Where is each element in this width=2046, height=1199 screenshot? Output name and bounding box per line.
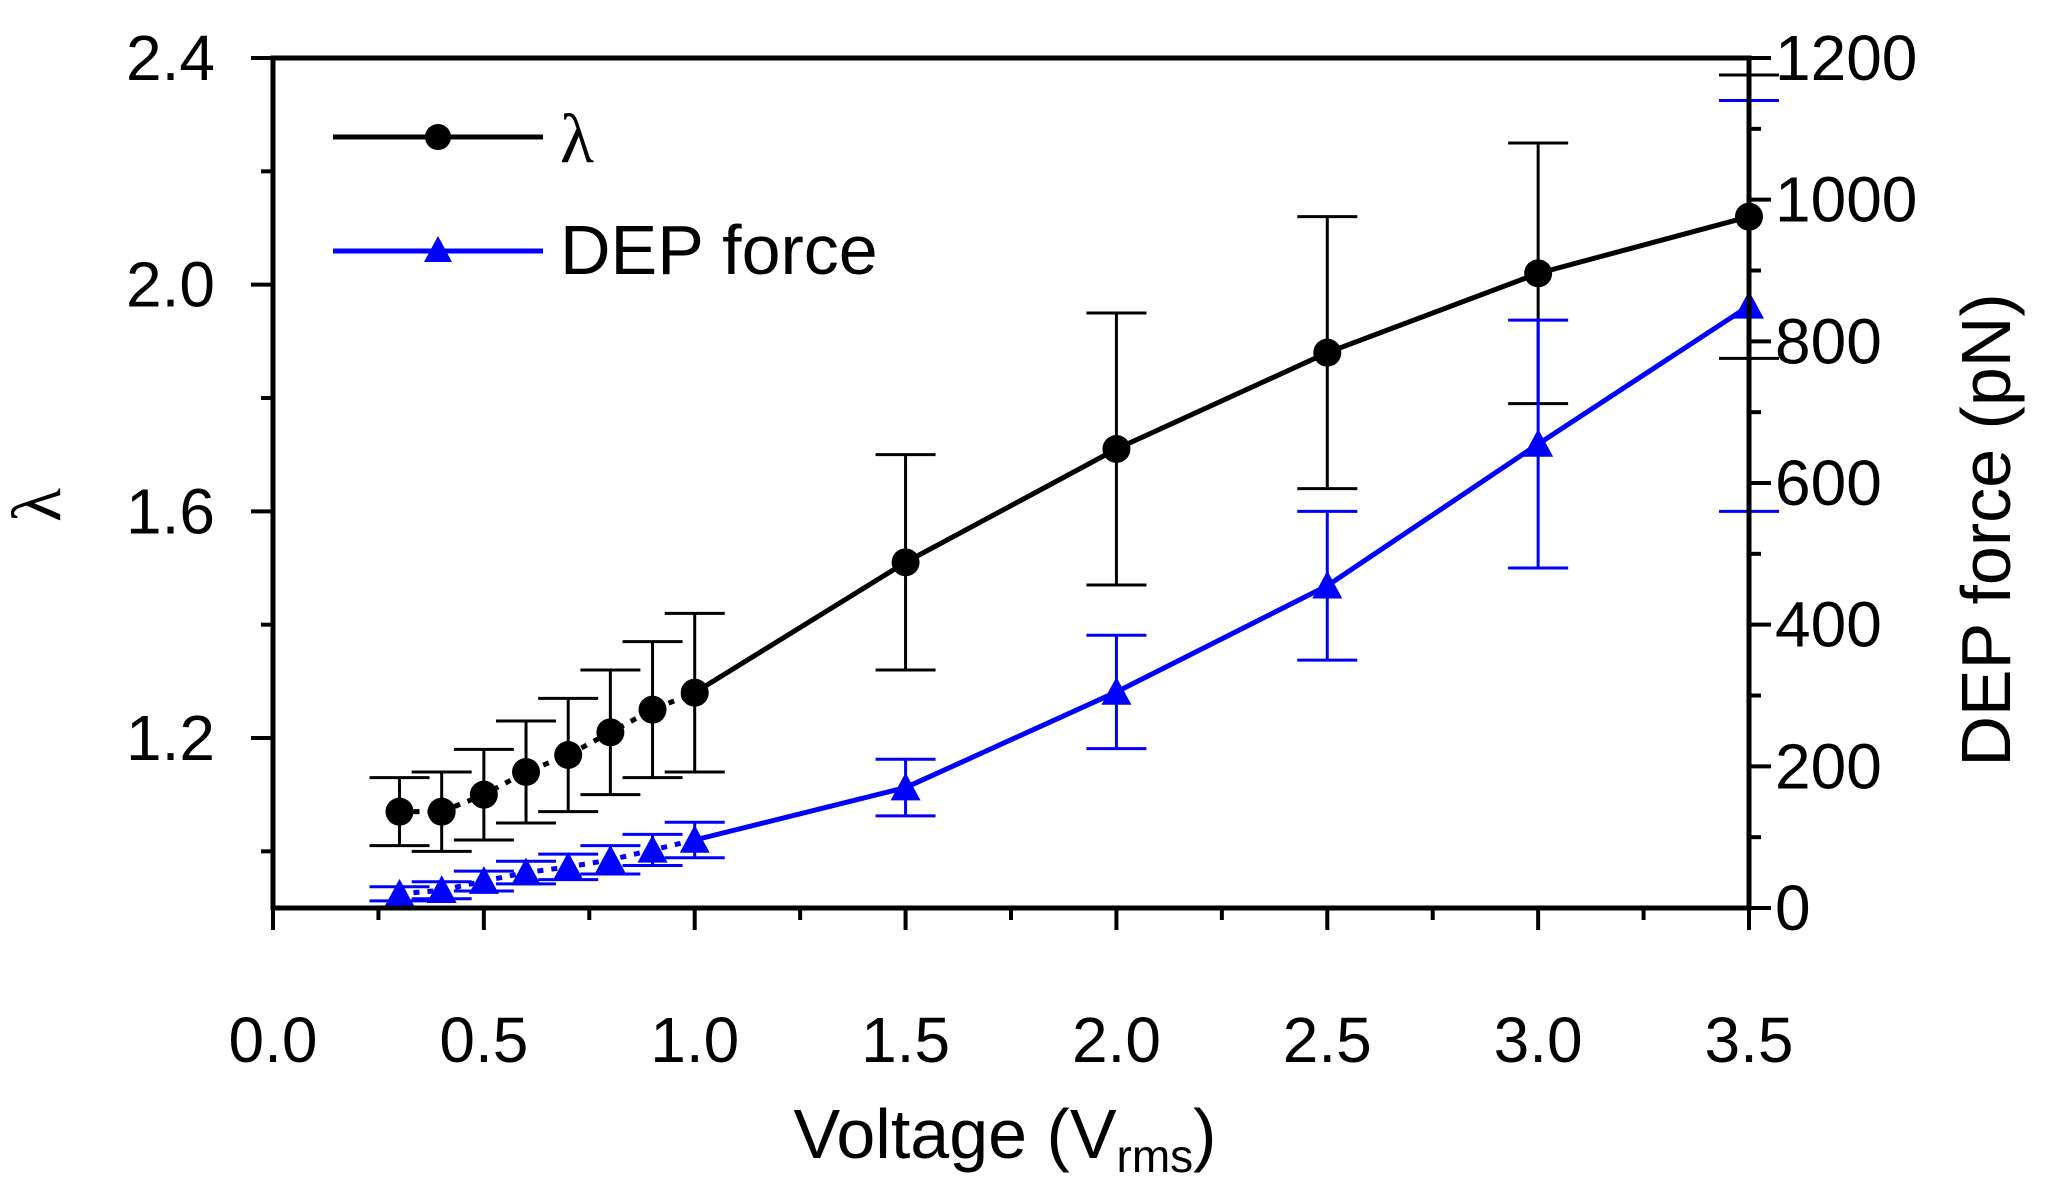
x-tick-label: 3.5 bbox=[1705, 1004, 1794, 1076]
x-tick-label: 2.0 bbox=[1072, 1004, 1161, 1076]
x-tick-label: 1.0 bbox=[650, 1004, 739, 1076]
data-point bbox=[511, 857, 542, 886]
data-point bbox=[426, 875, 457, 904]
data-point bbox=[637, 834, 668, 863]
y-left-tick-label: 1.2 bbox=[126, 702, 215, 774]
data-point bbox=[891, 548, 920, 577]
y-axis-right-title: DEP force (pN) bbox=[1947, 293, 2025, 766]
y-left-tick-label: 2.4 bbox=[126, 22, 215, 94]
series-dep-force bbox=[369, 99, 1779, 907]
y-right-tick-label: 800 bbox=[1775, 305, 1882, 377]
y-left-tick-label: 1.6 bbox=[126, 475, 215, 547]
series-lambda bbox=[369, 73, 1779, 853]
y-left-tick-label: 2.0 bbox=[126, 249, 215, 321]
y-right-tick-label: 1200 bbox=[1775, 22, 1917, 94]
plot-frame bbox=[270, 55, 1752, 911]
y-right-tick-label: 0 bbox=[1775, 872, 1811, 944]
series-line bbox=[693, 214, 1750, 695]
y-right-tick-label: 200 bbox=[1775, 730, 1882, 802]
data-point bbox=[512, 758, 541, 786]
data-point bbox=[468, 866, 499, 894]
data-point bbox=[427, 797, 456, 826]
y-right-tick-label: 600 bbox=[1775, 447, 1882, 519]
data-point bbox=[1312, 570, 1343, 599]
data-point bbox=[384, 878, 415, 907]
data-point bbox=[1523, 429, 1554, 457]
y-axis-left-title: λ bbox=[0, 488, 76, 522]
data-point bbox=[595, 844, 626, 873]
legend-label-dep: DEP force bbox=[560, 211, 878, 289]
data-point bbox=[638, 695, 667, 724]
x-tick-label: 2.5 bbox=[1283, 1004, 1372, 1076]
y-right-tick-label: 1000 bbox=[1775, 164, 1917, 236]
data-point bbox=[553, 851, 584, 880]
x-tick-label: 0.0 bbox=[229, 1004, 318, 1076]
series-line bbox=[694, 303, 1751, 843]
legend-marker-lambda bbox=[425, 124, 451, 150]
x-axis-title: Voltage (Vrms) bbox=[794, 1095, 1217, 1182]
series-layer bbox=[369, 73, 1779, 907]
legend-label-lambda: λ bbox=[560, 101, 594, 178]
data-point bbox=[1313, 338, 1342, 367]
axis-ticks: 0.0 0.5 1.0 1.5 2.0 2.5 3.0 3.5 1.2 1.6 2.0 2.4 0 200… bbox=[126, 22, 1917, 1076]
data-point bbox=[596, 718, 625, 747]
data-point bbox=[1524, 259, 1553, 288]
data-point bbox=[1101, 676, 1132, 705]
x-tick-label: 1.5 bbox=[861, 1004, 950, 1076]
legend: λ DEP force bbox=[333, 101, 878, 289]
data-point bbox=[1102, 435, 1131, 463]
y-right-tick-label: 400 bbox=[1775, 589, 1882, 661]
data-point bbox=[890, 772, 921, 801]
data-point bbox=[679, 825, 710, 853]
data-point bbox=[385, 797, 414, 826]
legend-marker-dep bbox=[424, 236, 452, 262]
data-point bbox=[469, 780, 498, 809]
data-point bbox=[554, 741, 583, 769]
x-tick-label: 3.0 bbox=[1494, 1004, 1583, 1076]
x-tick-label: 0.5 bbox=[439, 1004, 528, 1076]
data-point bbox=[680, 678, 709, 707]
